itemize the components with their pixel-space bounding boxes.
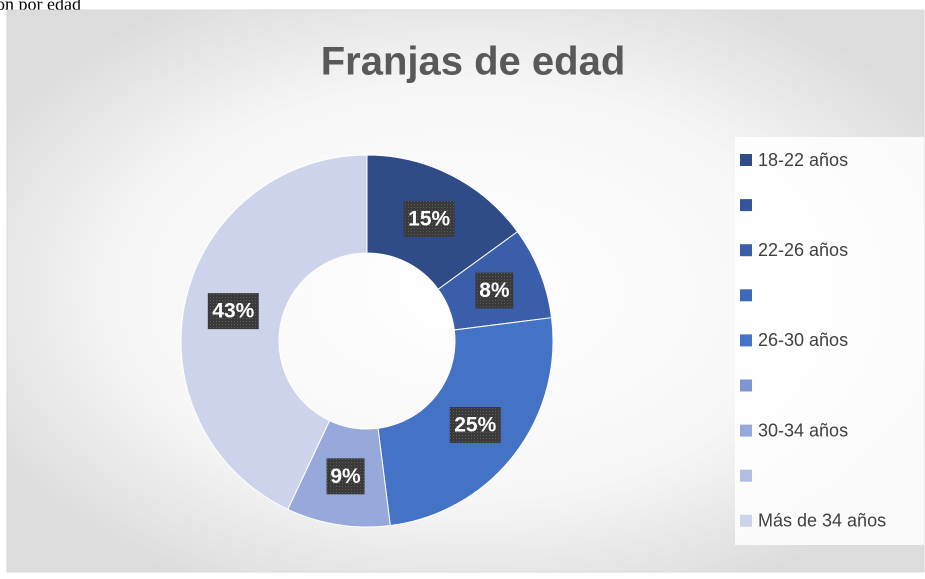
legend-swatch <box>740 469 752 482</box>
legend-box <box>735 137 924 545</box>
data-label: 43% <box>212 300 254 323</box>
data-label-box <box>449 406 501 443</box>
data-label: 15% <box>408 207 450 230</box>
legend-swatch <box>740 514 752 527</box>
legend-swatch <box>740 379 752 392</box>
legend-swatch <box>740 289 752 302</box>
legend-label: 18-22 años <box>758 150 848 170</box>
data-label: 9% <box>330 465 361 488</box>
legend-label: 30-34 años <box>758 420 848 440</box>
legend-label: 26-30 años <box>758 330 848 350</box>
data-label: 8% <box>479 279 510 302</box>
legend-swatch <box>740 424 752 437</box>
chart-title: Franjas de edad <box>321 40 626 84</box>
data-label-box <box>207 293 259 330</box>
legend-swatch <box>740 154 752 166</box>
legend-swatch <box>740 334 752 347</box>
legend-swatch <box>740 244 752 257</box>
data-label-box <box>475 272 514 309</box>
legend-label: Más de 34 años <box>758 511 886 531</box>
legend-swatch <box>740 199 752 212</box>
donut-slice <box>180 154 368 510</box>
legend-label: 22-26 años <box>758 240 848 260</box>
data-label-box <box>326 458 365 495</box>
data-label-box <box>403 200 455 237</box>
data-label: 25% <box>454 414 496 437</box>
